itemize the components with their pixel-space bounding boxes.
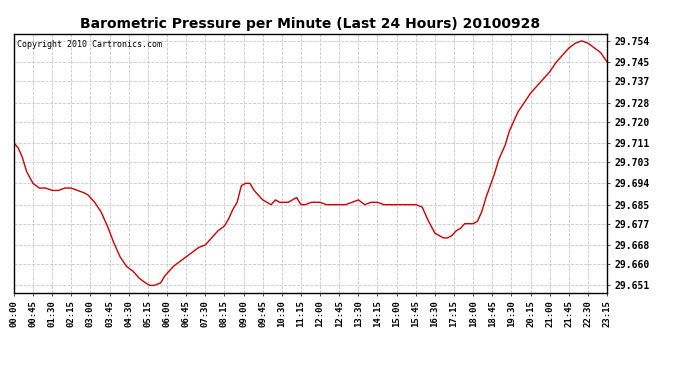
Text: Copyright 2010 Cartronics.com: Copyright 2010 Cartronics.com (17, 40, 161, 49)
Title: Barometric Pressure per Minute (Last 24 Hours) 20100928: Barometric Pressure per Minute (Last 24 … (81, 17, 540, 31)
